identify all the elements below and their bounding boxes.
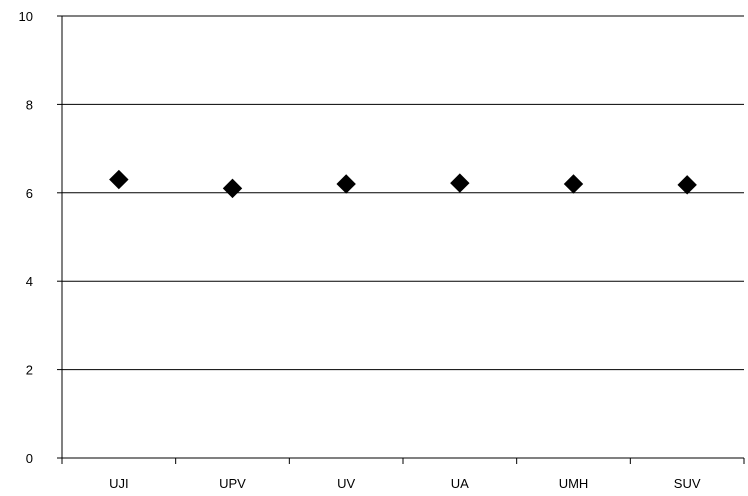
x-tick-label-suv: SUV <box>674 476 701 491</box>
y-tick-label: 4 <box>26 274 33 289</box>
x-tick-label-upv: UPV <box>219 476 246 491</box>
data-point-upv <box>222 178 243 199</box>
x-tick-label-ua: UA <box>451 476 469 491</box>
data-point-uv <box>336 174 356 194</box>
y-tick-label: 8 <box>26 97 33 112</box>
x-tick-label-uv: UV <box>337 476 355 491</box>
plot-area: 0 2 4 6 8 10 UJI UPV UV UA UMH SUV <box>19 9 745 491</box>
y-tick-label: 0 <box>26 451 33 466</box>
y-tick-label: 2 <box>26 363 33 378</box>
y-tick-label: 10 <box>19 9 33 24</box>
data-point-umh <box>563 174 584 194</box>
data-point-suv <box>677 175 697 195</box>
data-point-ua <box>450 173 470 193</box>
x-tick-label-uji: UJI <box>109 476 129 491</box>
y-tick-label: 6 <box>26 186 33 201</box>
x-tick-label-umh: UMH <box>559 476 589 491</box>
data-point-uji <box>109 169 129 190</box>
